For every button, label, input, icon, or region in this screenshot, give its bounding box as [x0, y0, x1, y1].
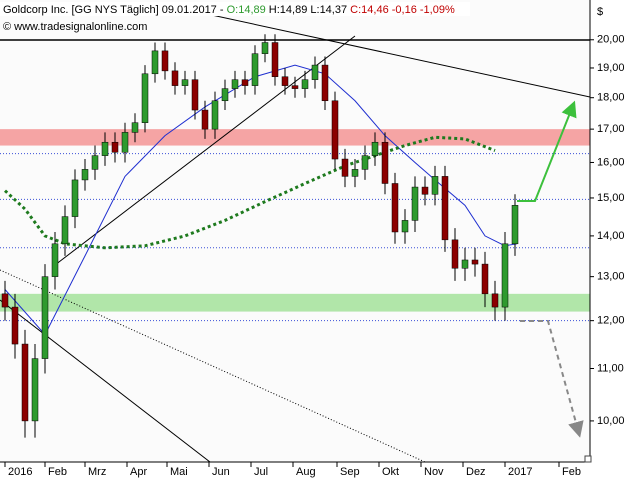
candle-body — [291, 85, 299, 89]
candle-body — [331, 100, 339, 160]
candle-body — [111, 141, 119, 153]
down-arrow — [520, 320, 584, 438]
currency: $ — [597, 6, 603, 18]
candle-body — [241, 79, 249, 86]
x-tick-label: Dez — [466, 466, 486, 478]
x-tick-label: Feb — [562, 466, 581, 478]
moving-average — [3, 135, 496, 250]
candle-body — [411, 186, 419, 221]
x-tick-label: Feb — [48, 466, 67, 478]
candle-body — [431, 176, 439, 195]
candle-body — [1, 293, 9, 308]
zone — [0, 129, 590, 146]
x-tick-label: Apr — [130, 466, 147, 478]
symbol: Goldcorp Inc. [GG NYS Täglich] 09.01.201… — [3, 4, 224, 16]
candle-body — [161, 50, 169, 72]
x-tick-label: Jun — [212, 466, 230, 478]
candle-body — [441, 176, 449, 241]
y-tick-label: 19,00 — [597, 62, 625, 74]
candle-body — [201, 109, 209, 130]
y-tick-label: 13,00 — [597, 271, 625, 283]
candle-body — [361, 155, 369, 170]
candle-body — [511, 205, 519, 245]
x-tick-label: Mai — [170, 466, 188, 478]
open: O:14,89 — [227, 4, 266, 16]
x-tick-label: Okt — [382, 466, 399, 478]
candle-body — [491, 293, 499, 308]
candle-body — [381, 141, 389, 184]
candle-body — [91, 155, 99, 170]
x-tick-label: Mrz — [88, 466, 106, 478]
y-tick-label: 15,00 — [597, 192, 625, 204]
y-tick-label: 16,00 — [597, 156, 625, 168]
close: C:14,46 -0,16 -1,09% — [350, 4, 455, 16]
candle-body — [231, 79, 239, 89]
trend-lines — [0, 5, 590, 462]
candle-body — [121, 132, 129, 153]
x-tick-label: Sep — [340, 466, 360, 478]
y-tick-label: 17,00 — [597, 123, 625, 135]
candle-body — [281, 76, 289, 86]
candle-body — [151, 50, 159, 75]
trend-line — [169, 5, 590, 98]
y-tick-label: 20,00 — [597, 34, 625, 46]
y-tick-label: 10,00 — [597, 415, 625, 427]
candle-body — [171, 70, 179, 86]
up-arrow — [517, 100, 577, 202]
plot-background — [0, 0, 590, 462]
candle-body — [101, 141, 109, 156]
candle-body — [191, 79, 199, 111]
candle-body — [321, 64, 329, 102]
x-tick-label: 2016 — [8, 466, 32, 478]
y-tick-label: 12,00 — [597, 315, 625, 327]
copyright: © www.tradesignalonline.com — [3, 21, 147, 33]
candle-body — [271, 42, 279, 77]
candle-body — [311, 64, 319, 80]
candle-body — [211, 100, 219, 130]
candle-body — [131, 122, 139, 133]
scroll-box[interactable] — [584, 455, 592, 463]
candle-body — [141, 73, 149, 123]
candle-body — [251, 53, 259, 86]
candle-body — [81, 169, 89, 181]
candle-body — [41, 276, 49, 359]
candle-body — [181, 79, 189, 86]
candle-body — [301, 79, 309, 89]
candle-body — [21, 343, 29, 422]
candle-body — [421, 186, 429, 195]
candle-body — [401, 220, 409, 233]
candle-body — [11, 306, 19, 345]
x-tick-label: Nov — [424, 466, 444, 478]
header: Goldcorp Inc. [GG NYS Täglich] 09.01.201… — [3, 4, 455, 16]
y-tick-label: 18,00 — [597, 92, 625, 104]
x-tick-label: Jul — [254, 466, 268, 478]
zone — [0, 293, 590, 312]
candle-body — [71, 179, 79, 217]
high: H:14,89 — [269, 4, 308, 16]
trend-line — [0, 299, 211, 462]
candle-body — [221, 88, 229, 102]
x-tick-label: 2017 — [508, 466, 532, 478]
candle-body — [51, 243, 59, 277]
candle-body — [61, 216, 69, 245]
candle-body — [451, 239, 459, 269]
low: L:14,37 — [310, 4, 347, 16]
candle-body — [351, 169, 359, 177]
candle-body — [461, 259, 469, 269]
header-bg — [0, 2, 470, 16]
candle-body — [341, 158, 349, 177]
y-tick-label: 14,00 — [597, 230, 625, 242]
candle-body — [371, 141, 379, 156]
candle-body — [261, 42, 269, 54]
y-tick-label: 11,00 — [597, 362, 624, 374]
candle-body — [501, 243, 509, 308]
candle-body — [31, 358, 39, 422]
x-tick-label: Aug — [296, 466, 316, 478]
candle-body — [481, 263, 489, 295]
candle-body — [471, 259, 479, 265]
candle-body — [391, 183, 399, 233]
